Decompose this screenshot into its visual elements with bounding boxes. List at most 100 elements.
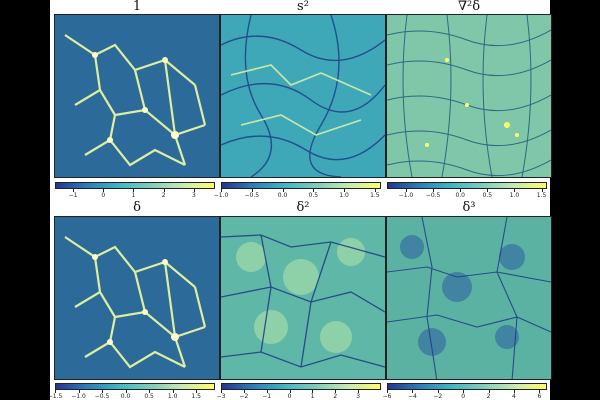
colorbar-tick-label: 3: [191, 192, 196, 199]
colorbar-tick: [103, 189, 105, 192]
colorbar: [221, 383, 381, 390]
colorbar-tick-label: 0.0: [455, 192, 465, 199]
colorbar-tick: [335, 390, 337, 393]
colorbar-tick: [221, 189, 222, 192]
field-svg: [55, 217, 219, 379]
colorbar-tick: [102, 390, 104, 393]
colorbar-tick-label: 0: [101, 192, 106, 199]
colorbar-tick-label: 0: [461, 393, 466, 400]
colorbar-tick: [312, 390, 314, 393]
colorbar-tick: [514, 189, 516, 192]
colorbar-tick: [433, 189, 435, 192]
colorbar-tick: [513, 390, 515, 393]
colorbar-tick-label: −2: [433, 393, 443, 400]
colorbar-tick: [243, 390, 245, 393]
colorbar-tick-label: 2: [161, 192, 166, 199]
colorbar-tick-label: −1.0: [398, 192, 414, 199]
colorbar-tick-label: 1: [131, 192, 136, 199]
colorbar-tick: [488, 390, 490, 393]
colorbar-tick: [193, 189, 195, 192]
panel-title: s²: [297, 0, 309, 14]
colorbar-tick-label: 2: [333, 393, 338, 400]
colorbar-tick: [460, 189, 462, 192]
colorbar: [221, 182, 381, 189]
colorbar-ticks: −1 0 1 2 3: [55, 189, 215, 199]
colorbar-tick-label: −0.5: [425, 192, 441, 199]
colorbar-tick-label: 1.0: [339, 192, 349, 199]
colorbar-tick: [289, 390, 291, 393]
colorbar-tick: [221, 390, 222, 393]
colorbar-ticks: −3 −2 −1 0 1 2 3: [217, 390, 381, 400]
colorbar-tick-label: 0: [287, 393, 292, 400]
colorbar-tick-label: −4: [407, 393, 417, 400]
colorbar-ticks: −6 −4 −2 0 2 4 6: [383, 390, 547, 400]
colorbar-tick: [133, 189, 135, 192]
colorbar: [55, 383, 215, 390]
colorbar-tick: [463, 390, 465, 393]
colorbar-tick: [541, 189, 543, 192]
colorbar-tick-label: 1.5: [191, 393, 201, 400]
colorbar-tick: [163, 189, 165, 192]
colorbar: [55, 182, 215, 189]
panel-title: δ³: [462, 200, 476, 215]
field-image: [220, 14, 386, 178]
colorbar-tick: [437, 390, 439, 393]
field-svg: [221, 217, 385, 379]
colorbar-tick: [149, 390, 151, 393]
panel-title: ∇²δ: [457, 0, 481, 14]
colorbar-tick-label: 0.0: [277, 192, 288, 199]
colorbar-tick-label: 1.5: [536, 192, 547, 199]
colorbar-tick: [358, 390, 360, 393]
colorbar-tick-label: −6: [382, 393, 392, 400]
panel-title: δ: [133, 200, 141, 215]
colorbar-tick-label: −0.5: [244, 192, 260, 199]
field-svg: [387, 15, 551, 177]
field-image: [220, 216, 386, 380]
colorbar-tick: [387, 390, 388, 393]
colorbar-tick-label: −1.0: [213, 192, 229, 199]
field-image: [386, 216, 552, 380]
colorbar-tick: [196, 390, 198, 393]
colorbar-tick: [374, 189, 376, 192]
panel-title: 1: [132, 0, 142, 14]
colorbar-tick-label: 4: [512, 393, 516, 400]
colorbar-tick-label: 0.0: [120, 393, 131, 400]
colorbar-tick: [282, 189, 284, 192]
colorbar-tick-label: 0.5: [308, 192, 319, 199]
colorbar-tick-label: 3: [356, 393, 361, 400]
colorbar-tick: [539, 390, 541, 393]
colorbar-tick: [251, 189, 253, 192]
colorbar-tick: [405, 189, 407, 192]
figure-canvas: 1 −1 0 1 2 3 s²: [47, 0, 552, 400]
colorbar-tick-label: 0.5: [482, 192, 493, 199]
panel-title: δ²: [296, 200, 310, 215]
colorbar-tick-label: −0.5: [94, 393, 110, 400]
colorbar-tick: [55, 390, 56, 393]
colorbar-tick: [412, 390, 414, 393]
colorbar-tick-label: 6: [537, 393, 542, 400]
colorbar-ticks: −1.0 −0.5 0.0 0.5 1.0 1.5: [214, 189, 381, 199]
colorbar: [387, 383, 547, 390]
colorbar-tick-label: 1.5: [370, 192, 380, 199]
colorbar-tick: [125, 390, 127, 393]
colorbar-tick-label: 1: [310, 393, 315, 400]
colorbar-tick: [266, 390, 268, 393]
colorbar-tick: [73, 189, 75, 192]
colorbar-tick: [78, 390, 80, 393]
field-image: [386, 14, 552, 178]
colorbar-tick-label: 0.5: [144, 393, 154, 400]
field-svg: [387, 217, 551, 379]
field-image: [54, 216, 220, 380]
colorbar-tick-label: −1.5: [47, 393, 63, 400]
colorbar-tick-label: −3: [216, 393, 226, 400]
colorbar-tick: [172, 390, 174, 393]
colorbar-tick-label: −2: [239, 393, 249, 400]
colorbar-tick: [487, 189, 489, 192]
colorbar-tick-label: −1.0: [71, 393, 86, 400]
colorbar-tick-label: 1.0: [509, 192, 520, 199]
colorbar-tick: [344, 189, 346, 192]
field-image: [54, 14, 220, 178]
field-svg: [55, 15, 219, 177]
colorbar-tick-label: 2: [486, 393, 491, 400]
colorbar: [387, 182, 547, 189]
